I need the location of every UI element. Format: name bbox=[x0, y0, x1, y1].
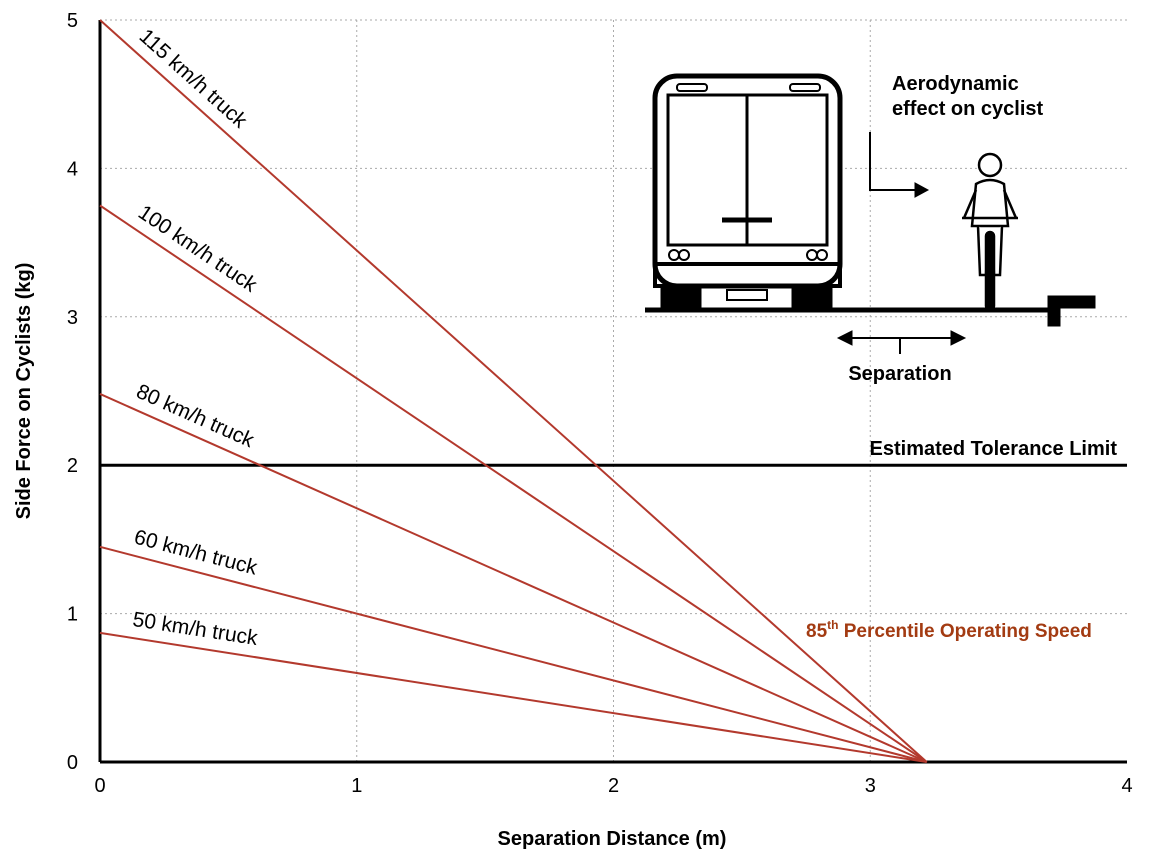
curb bbox=[1047, 295, 1061, 327]
y-tick-label: 2 bbox=[67, 455, 78, 477]
arrow-head bbox=[950, 330, 967, 346]
y-tick-label: 5 bbox=[67, 10, 78, 32]
truck-plate bbox=[726, 289, 768, 301]
x-tick-label: 0 bbox=[94, 775, 105, 797]
truck-wheel bbox=[660, 286, 702, 310]
y-tick-label: 3 bbox=[67, 307, 78, 329]
series-line bbox=[99, 393, 928, 763]
effect-leader bbox=[869, 132, 915, 191]
y-tick-label: 4 bbox=[67, 158, 78, 180]
series-label: 115 km/h truck bbox=[135, 25, 252, 133]
truck-bumper bbox=[653, 262, 842, 288]
series-label: 100 km/h truck bbox=[134, 201, 262, 297]
y-tick-label: 1 bbox=[67, 604, 78, 626]
series-line bbox=[99, 204, 928, 763]
arrow-head bbox=[836, 330, 853, 346]
cyclist bbox=[962, 152, 1018, 312]
inset-diagram bbox=[645, 73, 1096, 354]
x-tick-label: 4 bbox=[1121, 775, 1132, 797]
annotation-part: 85 bbox=[806, 621, 828, 642]
grid bbox=[100, 19, 1127, 762]
series-line bbox=[99, 19, 928, 763]
series-line bbox=[99, 631, 927, 763]
y-tick-label: 0 bbox=[67, 752, 78, 774]
annotation: 85th Percentile Operating Speed bbox=[806, 618, 1092, 642]
reference-label: Estimated Tolerance Limit bbox=[870, 438, 1118, 460]
truck-wheel bbox=[791, 286, 833, 310]
x-axis-label: Separation Distance (m) bbox=[498, 828, 727, 850]
x-tick-label: 3 bbox=[865, 775, 876, 797]
annotation-part: th bbox=[827, 618, 838, 632]
inset-label: Aerodynamic bbox=[892, 73, 1019, 95]
truck-lamp bbox=[816, 249, 828, 261]
x-tick-label: 1 bbox=[351, 775, 362, 797]
annotation-part: Percentile Operating Speed bbox=[838, 621, 1091, 642]
series-label: 50 km/h truck bbox=[131, 608, 260, 650]
inset-label: effect on cyclist bbox=[892, 98, 1044, 120]
y-axis-label: Side Force on Cyclists (kg) bbox=[13, 263, 35, 520]
x-tick-label: 2 bbox=[608, 775, 619, 797]
truck-light bbox=[789, 83, 821, 92]
series-line bbox=[99, 545, 927, 763]
truck-lamp bbox=[678, 249, 690, 261]
inset-label: Separation bbox=[848, 363, 951, 385]
arrow-head bbox=[914, 182, 930, 198]
truck-light bbox=[676, 83, 708, 92]
